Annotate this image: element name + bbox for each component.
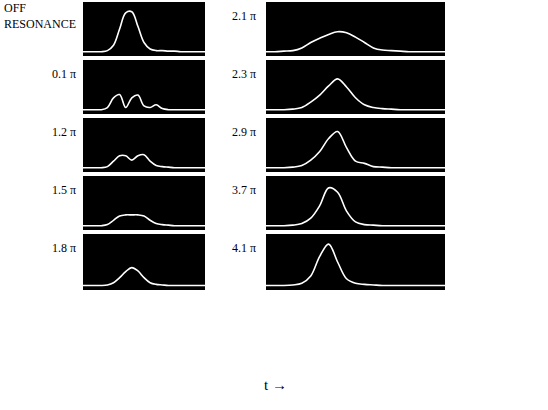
svg-text:3.7 π: 3.7 π <box>232 183 256 197</box>
svg-text:4.1 π: 4.1 π <box>232 241 256 255</box>
svg-text:1.5 π: 1.5 π <box>52 183 76 197</box>
svg-text:2.1 π: 2.1 π <box>232 9 256 23</box>
svg-text:OFFRESONANCE: OFFRESONANCE <box>4 1 76 31</box>
svg-text:0.1 π: 0.1 π <box>52 67 76 81</box>
svg-text:1.2 π: 1.2 π <box>52 125 76 139</box>
svg-text:t →: t → <box>264 377 287 393</box>
svg-text:2.3 π: 2.3 π <box>232 67 256 81</box>
svg-text:2.9 π: 2.9 π <box>232 125 256 139</box>
svg-text:1.8 π: 1.8 π <box>52 241 76 255</box>
